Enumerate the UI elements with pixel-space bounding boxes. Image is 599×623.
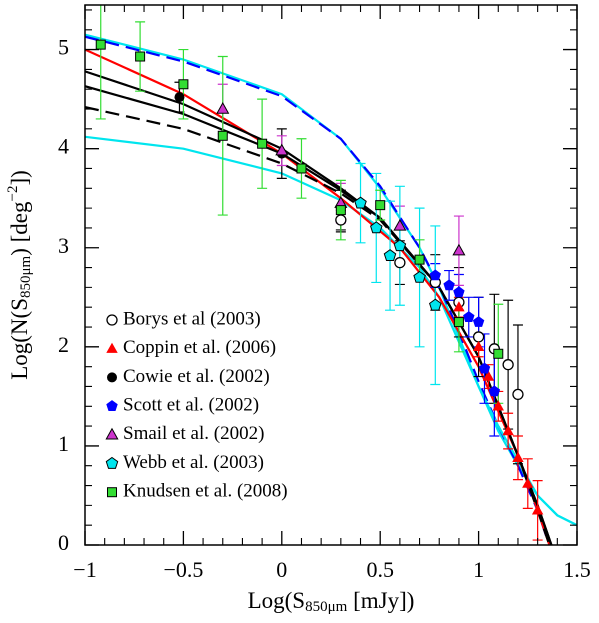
marker (472, 316, 485, 327)
legend-label: Cowie et al. (2002) (123, 366, 270, 387)
x-label-part: [mJy]) (347, 588, 414, 613)
y-label-sup: −2 (5, 186, 21, 202)
y-axis-label: Log(N(S850μm) [deg−2]) (5, 170, 34, 380)
x-tick-label: 0 (276, 557, 287, 582)
legend-label: Smail et al. (2002) (123, 423, 264, 444)
marker (135, 51, 146, 62)
marker (429, 269, 441, 281)
y-label-part: ]) (7, 170, 32, 185)
legend-marker (106, 342, 118, 353)
x-tick-label: −0.5 (163, 557, 203, 582)
marker (453, 301, 465, 312)
marker (512, 451, 524, 463)
marker (394, 256, 406, 269)
marker (453, 286, 465, 298)
marker (493, 348, 504, 359)
legend-marker (105, 456, 119, 469)
marker (216, 102, 230, 114)
y-tick-label: 4 (58, 134, 69, 159)
marker (488, 385, 501, 397)
legend-marker (105, 427, 119, 440)
y-tick-label: 3 (58, 233, 69, 258)
x-tick-label: 0.5 (366, 557, 394, 582)
marker (512, 388, 524, 401)
y-tick-label: 0 (58, 530, 69, 555)
marker (502, 359, 514, 371)
y-label-sub: 850μm (18, 255, 34, 298)
marker (463, 311, 475, 322)
marker (522, 477, 534, 488)
legend: Borys et al (2003) Coppin et al. (2006) Co… (105, 308, 288, 502)
marker (472, 331, 485, 343)
marker (95, 39, 106, 50)
legend-marker (107, 487, 117, 498)
plot-area (85, 5, 577, 545)
y-label-part: ) [deg (7, 201, 32, 256)
marker (429, 298, 442, 311)
marker (478, 362, 491, 374)
marker (393, 239, 407, 252)
marker (383, 249, 397, 261)
legend-label: Webb et al. (2003) (123, 452, 264, 473)
legend-label: Knudsen et al. (2008) (123, 481, 288, 502)
marker (370, 221, 383, 234)
marker (453, 317, 464, 328)
marker (354, 196, 367, 209)
legend-label: Borys et al (2003) (123, 308, 261, 329)
x-axis-label: Log(S850μm [mJy]) (248, 588, 415, 615)
marker (275, 143, 289, 156)
marker (452, 243, 466, 256)
legend-label: Scott et al. (2002) (123, 394, 259, 415)
y-label-part: Log(N(S (7, 298, 32, 380)
marker (174, 92, 185, 103)
plot-frame (84, 4, 578, 546)
x-tick-label: −1 (73, 557, 96, 582)
marker (393, 218, 407, 231)
y-tick-label: 2 (58, 332, 69, 357)
marker (531, 504, 544, 515)
x-tick-label: 1.5 (563, 557, 591, 582)
legend-marker (106, 400, 118, 411)
legend-marker (106, 314, 118, 326)
legend-marker (107, 372, 117, 383)
marker (413, 270, 426, 283)
y-tick-label: 1 (58, 431, 69, 456)
marker (257, 138, 268, 149)
marker (217, 130, 228, 141)
x-label-sub: 850μm (305, 599, 348, 615)
marker (375, 200, 386, 211)
marker (472, 340, 485, 352)
legend-label: Coppin et al. (2006) (123, 337, 276, 358)
marker (492, 400, 504, 411)
marker (502, 425, 514, 436)
marker (335, 214, 347, 226)
model-curve (85, 135, 577, 527)
marker (178, 79, 189, 90)
marker (414, 254, 425, 265)
marker (335, 205, 346, 216)
y-tick-label: 5 (58, 35, 69, 60)
x-tick-label: 1 (473, 557, 484, 582)
marker (296, 163, 307, 174)
x-label-part: Log(S (248, 588, 306, 613)
marker (482, 370, 495, 381)
marker (443, 279, 455, 291)
